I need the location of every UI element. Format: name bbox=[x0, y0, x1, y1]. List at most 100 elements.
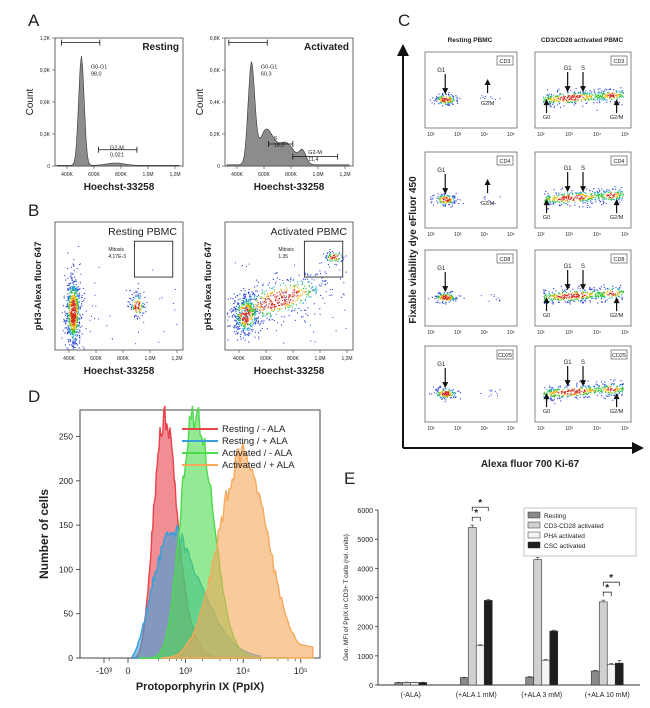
cell-event bbox=[246, 309, 248, 311]
cell-event bbox=[249, 294, 251, 296]
cell-event bbox=[75, 316, 77, 318]
c-cell-event bbox=[581, 296, 583, 298]
c-cell-event bbox=[446, 198, 448, 200]
cell-event bbox=[305, 309, 307, 311]
c-cell-event bbox=[447, 99, 449, 101]
cell-event bbox=[243, 313, 245, 315]
c-cell-event bbox=[595, 194, 597, 196]
c-cell-event bbox=[609, 191, 611, 193]
c-cell-event bbox=[567, 101, 569, 103]
c-cell-event bbox=[558, 392, 560, 394]
cell-event bbox=[72, 295, 74, 297]
c-cell-event bbox=[452, 195, 454, 197]
cell-event bbox=[301, 282, 303, 284]
cell-event bbox=[252, 328, 254, 330]
c-cell-event bbox=[607, 291, 609, 293]
cell-event bbox=[240, 290, 242, 292]
c-cell-event bbox=[583, 383, 585, 385]
c-cell-event bbox=[593, 89, 595, 91]
cell-event bbox=[74, 290, 76, 292]
c-cell-event bbox=[437, 293, 439, 295]
c-arrowhead bbox=[564, 186, 571, 193]
c-cell-event bbox=[432, 97, 434, 99]
c-cell-event bbox=[584, 291, 586, 293]
cell-event bbox=[246, 300, 248, 302]
c-cell-event bbox=[447, 395, 449, 397]
histogram-title: Activated bbox=[304, 42, 349, 53]
c-cell-event bbox=[456, 98, 458, 100]
cell-event bbox=[134, 304, 136, 306]
cell-event bbox=[304, 272, 306, 274]
c-cell-event bbox=[487, 101, 489, 103]
c-cell-event bbox=[619, 189, 621, 191]
c-cell-event bbox=[573, 300, 575, 302]
c-cell-event bbox=[435, 98, 437, 100]
cell-event bbox=[230, 308, 232, 310]
cell-event bbox=[143, 305, 145, 307]
c-cell-event bbox=[606, 96, 608, 98]
c-cell-event bbox=[568, 193, 570, 195]
cell-event bbox=[73, 288, 75, 290]
cell-event bbox=[94, 317, 95, 319]
c-cell-event bbox=[557, 90, 559, 92]
cell-event bbox=[67, 302, 69, 304]
c-cell-event bbox=[585, 196, 587, 198]
c-cell-event bbox=[590, 289, 592, 291]
cell-event bbox=[64, 314, 66, 316]
c-cell-event bbox=[438, 392, 440, 394]
c-cell-event bbox=[558, 386, 560, 388]
c-cell-event bbox=[480, 393, 482, 394]
c-cell-event bbox=[618, 90, 620, 92]
c-cell-event bbox=[574, 101, 576, 103]
c-cell-event bbox=[584, 97, 586, 99]
cell-event bbox=[78, 325, 80, 327]
c-cell-event bbox=[584, 300, 586, 302]
c-cell-event bbox=[560, 96, 562, 98]
cell-event bbox=[281, 300, 283, 302]
c-cell-event bbox=[446, 395, 448, 397]
c-cell-event bbox=[621, 393, 623, 395]
c-cell-event bbox=[445, 93, 447, 95]
c-x-tick-label: 10⁵ bbox=[507, 232, 515, 238]
c-cell-event bbox=[564, 294, 566, 296]
c-cell-event bbox=[543, 96, 545, 98]
c-cell-event bbox=[583, 391, 585, 393]
cell-event bbox=[237, 295, 239, 297]
e-significance-star: * bbox=[478, 498, 482, 509]
c-cell-event bbox=[615, 95, 617, 97]
c-cell-event bbox=[548, 98, 550, 100]
cell-event bbox=[131, 299, 133, 301]
cell-event bbox=[158, 341, 160, 343]
cell-event bbox=[241, 265, 243, 267]
cell-event bbox=[283, 299, 285, 301]
c-cell-event bbox=[559, 205, 561, 207]
cell-event bbox=[74, 299, 76, 301]
cell-event bbox=[288, 306, 290, 308]
cell-event bbox=[79, 282, 81, 284]
c-cell-event bbox=[595, 383, 597, 385]
c-cell-event bbox=[578, 285, 580, 287]
cell-event bbox=[74, 323, 76, 325]
c-cell-event bbox=[452, 392, 454, 394]
cell-event bbox=[77, 308, 79, 310]
c-cell-event bbox=[441, 298, 443, 300]
c-cell-event bbox=[563, 297, 565, 299]
cell-event bbox=[246, 316, 248, 318]
c-cell-event bbox=[553, 203, 555, 205]
cell-event bbox=[73, 281, 75, 283]
cell-event bbox=[83, 299, 85, 301]
c-cell-event bbox=[577, 94, 579, 96]
cell-event bbox=[72, 340, 74, 342]
cell-event bbox=[275, 313, 277, 315]
cell-event bbox=[74, 326, 76, 328]
c-cell-event bbox=[436, 295, 438, 297]
cell-event bbox=[253, 295, 255, 297]
c-cell-event bbox=[557, 97, 559, 99]
c-cell-event bbox=[592, 191, 594, 193]
c-cell-event bbox=[579, 396, 581, 398]
cell-event bbox=[67, 339, 69, 341]
c-cell-event bbox=[590, 95, 592, 97]
c-cell-event bbox=[444, 401, 446, 403]
c-cell-event bbox=[439, 396, 441, 398]
c-cell-event bbox=[566, 396, 568, 398]
